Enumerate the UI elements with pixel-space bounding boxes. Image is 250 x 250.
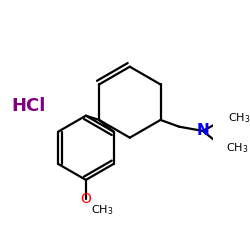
Text: CH$_3$: CH$_3$ — [91, 204, 114, 217]
Text: O: O — [80, 192, 91, 205]
Text: N: N — [196, 124, 209, 138]
Text: CH$_3$: CH$_3$ — [228, 111, 250, 125]
Text: HCl: HCl — [11, 96, 46, 114]
Text: CH$_3$: CH$_3$ — [226, 141, 248, 155]
